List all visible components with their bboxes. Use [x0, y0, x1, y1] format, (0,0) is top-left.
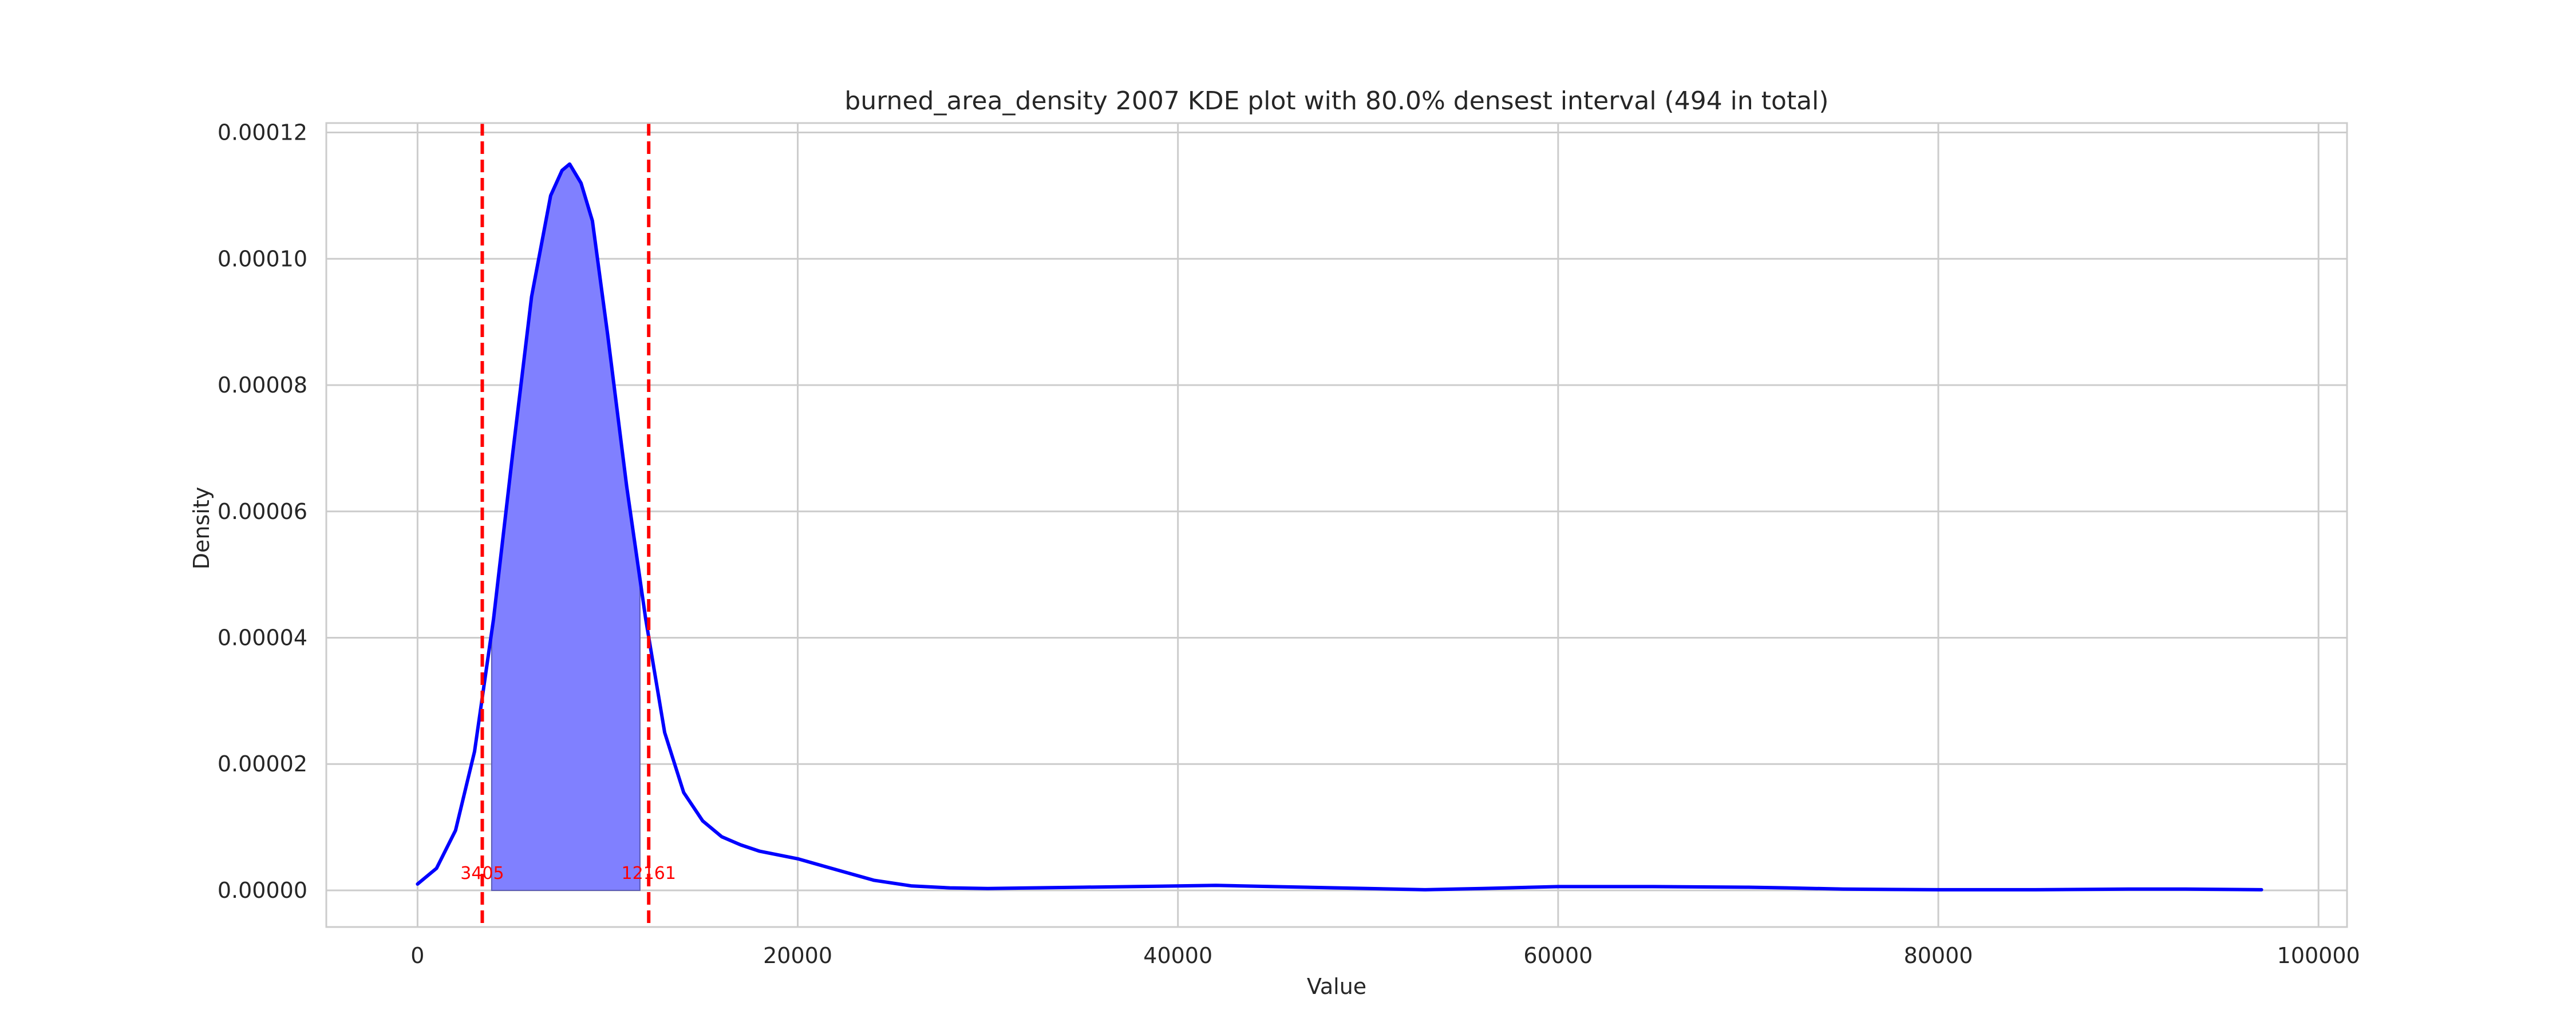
y-tick-label: 0.00004 [218, 625, 307, 651]
interval-high-label: 12161 [622, 863, 676, 884]
interval-annotations: 3405 12161 [460, 863, 676, 884]
y-axis-label: Density [189, 487, 214, 569]
x-axis-label: Value [1307, 974, 1366, 999]
y-tick-label: 0.00002 [218, 751, 307, 777]
kde-curve-layer [416, 162, 2263, 892]
interval-low-label: 3405 [460, 863, 504, 884]
y-tick-label: 0.00008 [218, 373, 307, 398]
chart-title: burned_area_density 2007 KDE plot with 8… [844, 86, 1828, 116]
x-tick-label: 60000 [1523, 943, 1593, 968]
y-tick-label: 0.00000 [218, 878, 307, 903]
y-tick-label: 0.00012 [218, 120, 307, 145]
x-tick-label: 100000 [2277, 943, 2360, 968]
x-tick-label: 20000 [763, 943, 832, 968]
axes-frame [325, 122, 2348, 928]
interval-lines-layer [480, 123, 651, 927]
y-tick-label: 0.00010 [218, 246, 307, 271]
x-tick-label: 40000 [1143, 943, 1212, 968]
plot-frame [325, 122, 2348, 928]
x-tick-label: 0 [410, 943, 424, 968]
tick-labels: 0 20000 40000 60000 80000 100000 0.00000 0.0000… [218, 120, 2360, 968]
grid [326, 123, 2347, 927]
x-tick-label: 80000 [1904, 943, 1973, 968]
kde-curve [416, 162, 2263, 892]
y-tick-label: 0.00006 [218, 499, 307, 524]
